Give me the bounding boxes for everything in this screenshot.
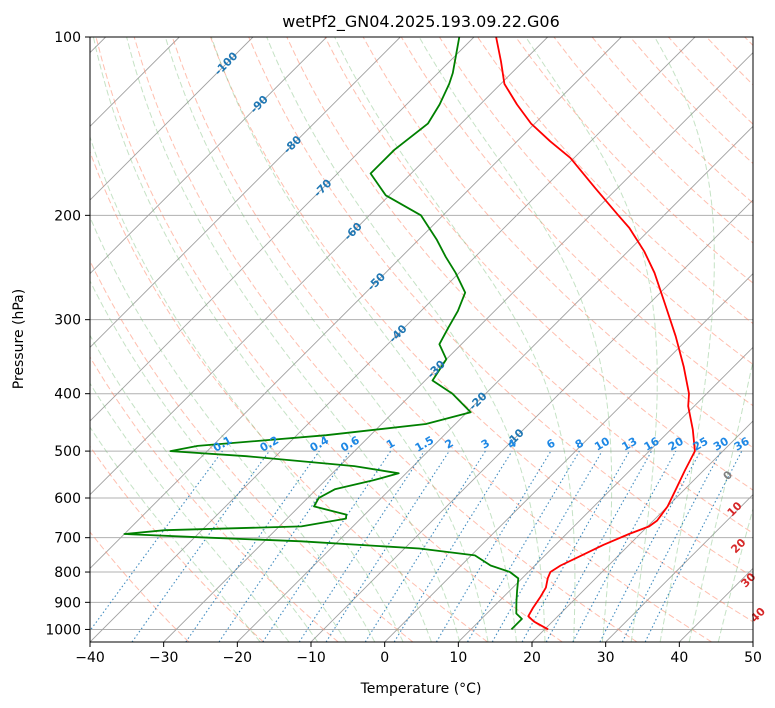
x-tick-label: 10 [449,650,467,666]
y-tick-label: 1000 [45,622,81,638]
mixing-ratio-line [298,450,425,642]
isotherm-line [90,37,548,496]
isotherm-line [90,37,622,569]
dry-adiabat-line [286,37,753,534]
plot-frame [89,36,754,643]
x-tick-label: −30 [149,650,179,666]
mixing-ratio-line [325,450,450,642]
dry-adiabat-line [90,531,190,642]
moist-adiabat-line [90,382,290,642]
dry-adiabat-line [210,37,753,623]
temperature-profile-line [495,37,696,631]
isotherm-line [605,494,753,642]
y-tick-label: 800 [54,565,81,581]
mixing-ratio-line [545,450,653,642]
isotherm-line [163,52,753,642]
moist-adiabat-line [688,358,753,642]
mixing-ratio-line [131,450,270,642]
x-tick-label: −10 [296,650,326,666]
y-tick-label: 300 [54,313,81,329]
mixing-ratio-line [262,450,392,642]
dry-adiabat-line [400,37,753,407]
x-tick-label: 40 [670,650,688,666]
moist-adiabat-line [90,426,261,642]
dry-adiabat-line [133,37,638,642]
moist-adiabat-line [164,37,489,642]
moist-adiabat-line [92,37,432,642]
isotherm-line [237,125,753,642]
y-axis-label: Pressure (hPa) [11,289,27,389]
moist-adiabat-line [210,37,517,642]
isotherm-line [384,273,753,642]
dry-adiabat-line [95,37,563,642]
y-tick-label: 600 [54,491,81,507]
dewpoint-profile-line [123,37,523,631]
isotherm-line [531,420,753,642]
moist-adiabat-line [266,37,546,642]
x-tick-label: 20 [523,650,541,666]
moist-adiabat-line [90,215,376,642]
y-tick-label: 500 [54,444,81,460]
moist-adiabat-line [525,37,658,642]
dry-adiabat-line [90,356,339,642]
moist-adiabat-line [90,334,319,642]
moist-adiabat-line [334,37,576,642]
mixing-ratio-line [393,450,513,642]
chart-title: wetPf2_GN04.2025.193.09.22.G06 [282,12,560,32]
isotherm-line [90,37,254,201]
isotherm-line [90,37,475,422]
mixing-ratio-line [572,450,677,642]
moist-adiabat-line [126,37,461,642]
dry-adiabat-line [90,150,488,642]
y-tick-label: 900 [54,595,81,611]
dry-adiabat-line [171,37,712,642]
dry-adiabat-line [438,37,753,366]
x-tick-label: 0 [380,650,389,666]
x-axis: −40 −30 −20 −10 0 10 20 30 40 50 [75,642,762,666]
dry-adiabat-line [90,259,414,642]
mixing-ratio-line [90,450,223,632]
profiles [123,37,696,631]
x-tick-label: 30 [597,650,615,666]
mixing-ratio-line [185,450,320,642]
isotherm-line [90,37,401,348]
y-tick-label: 400 [54,387,81,403]
mixing-ratio-line [644,450,743,642]
y-tick-label: 200 [54,208,81,224]
x-tick-label: −40 [75,650,105,666]
moist-adiabat-line [90,135,404,642]
y-tick-label: 100 [54,30,81,46]
y-tick-label: 700 [54,531,81,547]
isotherm-line [90,37,327,275]
isotherm-line [90,37,696,642]
mixing-ratio-line [218,450,351,642]
isotherm-line [458,346,753,642]
dry-adiabat-line [90,445,264,642]
moist-adiabat-line [654,37,715,642]
x-tick-label: 50 [744,650,762,666]
dry-adiabat-line [248,37,753,578]
dry-adiabat-line [515,37,753,284]
x-tick-label: −20 [223,650,253,666]
moist-adiabat-line [418,37,613,642]
x-axis-label: Temperature (°C) [360,681,482,697]
y-axis: 100 200 300 400 500 600 700 800 900 1000 [45,30,90,638]
